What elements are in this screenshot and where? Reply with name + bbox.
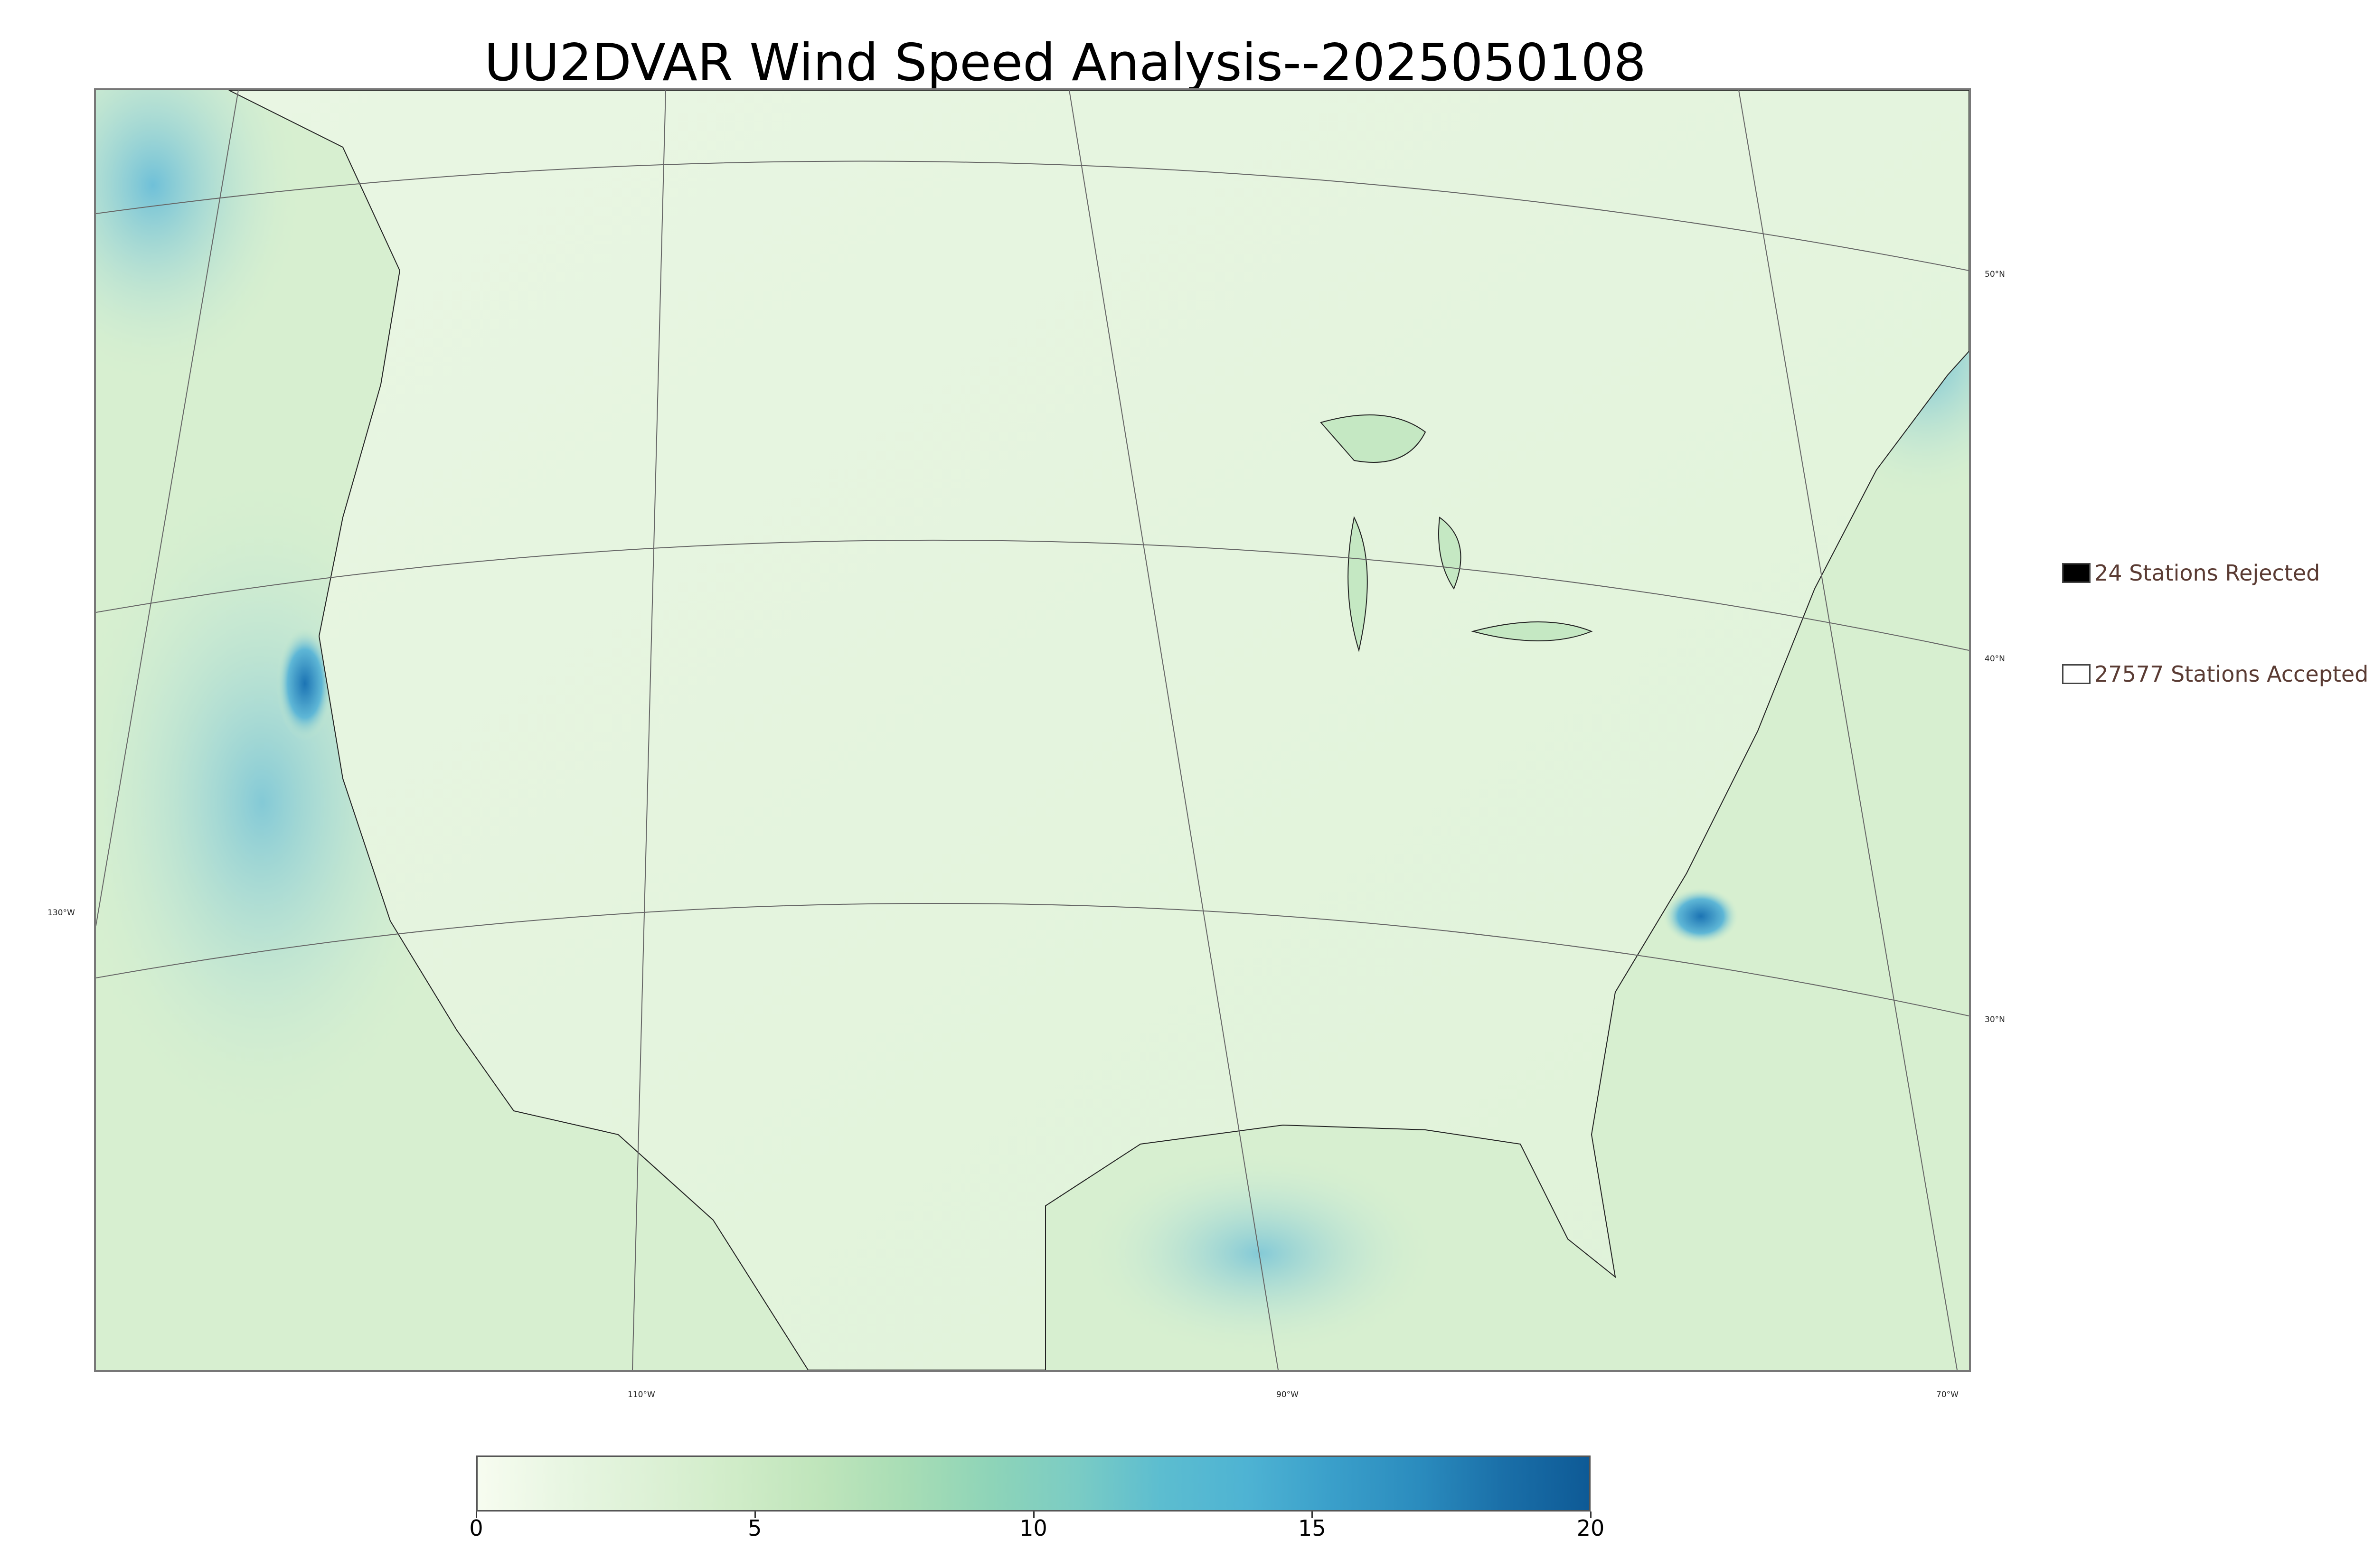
map-frame[interactable]	[94, 88, 1971, 1372]
land-north-america	[228, 90, 1969, 1370]
lat-label-40n: 40°N	[1985, 654, 2005, 664]
wind-field-pacific-nw	[96, 90, 305, 385]
legend-accepted-swatch	[2062, 664, 2091, 684]
wind-field-atlantic-spot	[1663, 888, 1739, 945]
chart-title: UU2DVAR Wind Speed Analysis--2025050108	[484, 33, 1646, 93]
colorbar-tick-label: 20	[1576, 1515, 1605, 1541]
wind-field-california-spot	[276, 627, 333, 741]
lon-label-130w: 130°W	[47, 908, 75, 918]
legend-rejected: 24 Stations Rejected	[2062, 560, 2320, 586]
map-canvas[interactable]	[96, 90, 1969, 1370]
colorbar-tickmark	[754, 1512, 756, 1518]
colorbar-tickmark	[1311, 1512, 1313, 1518]
colorbar-tickmark	[476, 1512, 477, 1518]
lon-label-90w: 90°W	[1276, 1390, 1299, 1399]
lat-label-50n: 50°N	[1985, 270, 2005, 279]
legend-rejected-swatch	[2062, 563, 2091, 583]
colorbar-tick-label: 0	[469, 1515, 483, 1541]
legend-accepted: 27577 Stations Accepted	[2062, 661, 2368, 687]
legend-rejected-label: 24 Stations Rejected	[2094, 560, 2320, 586]
lat-label-30n: 30°N	[1985, 1015, 2005, 1024]
lon-label-70w: 70°W	[1936, 1390, 1959, 1399]
legend-accepted-label: 27577 Stations Accepted	[2094, 661, 2369, 687]
colorbar	[476, 1455, 1591, 1512]
graticule	[96, 90, 1969, 1370]
lon-label-110w: 110°W	[628, 1390, 655, 1399]
colorbar-tickmark	[1590, 1512, 1592, 1518]
great-lakes	[1320, 414, 1593, 652]
colorbar-tickmark	[1033, 1512, 1035, 1518]
colorbar-tick-label: 15	[1298, 1515, 1326, 1541]
colorbar-tick-label: 5	[748, 1515, 762, 1541]
colorbar-tick-label: 10	[1019, 1515, 1047, 1541]
